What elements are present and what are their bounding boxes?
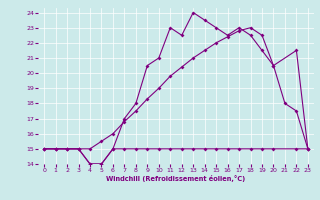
X-axis label: Windchill (Refroidissement éolien,°C): Windchill (Refroidissement éolien,°C)	[106, 175, 246, 182]
